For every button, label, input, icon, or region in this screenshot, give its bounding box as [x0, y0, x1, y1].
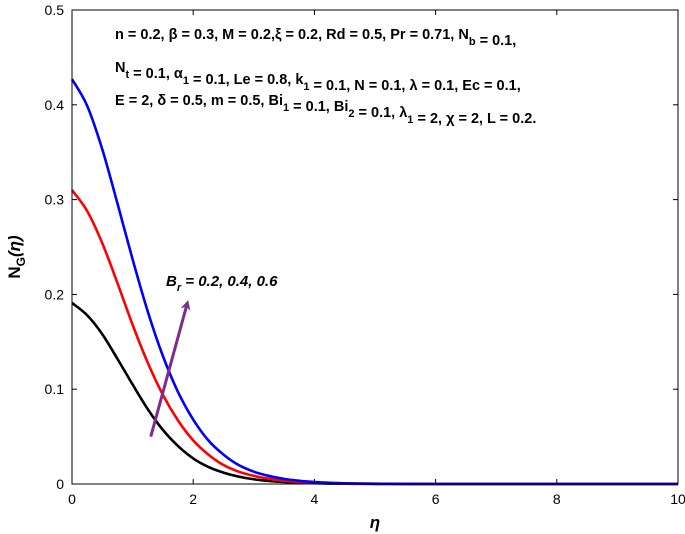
x-tick-label: 6: [432, 491, 440, 507]
series-line-2: [70, 189, 678, 486]
series-curves: [70, 78, 678, 486]
y-tick-label: 0.1: [45, 381, 65, 397]
y-tick-label: 0.3: [45, 192, 65, 208]
y-axis-label: NG(η): [5, 235, 28, 279]
y-label-tail: (η): [5, 235, 24, 257]
axis-ticks: 0 2 4 6 8 10 0 0.1 0.2 0.3 0.4 0.5: [45, 2, 685, 507]
y-tick-label: 0: [56, 476, 64, 492]
parameter-text: n = 0.2, β = 0.3, M = 0.2,ξ = 0.2, Rd = …: [115, 27, 536, 127]
x-tick-label: 4: [311, 491, 319, 507]
x-tick-label: 2: [189, 491, 197, 507]
x-tick-label: 0: [68, 491, 76, 507]
x-tick-label: 8: [553, 491, 561, 507]
parameter-line-1: n = 0.2, β = 0.3, M = 0.2,ξ = 0.2, Rd = …: [115, 27, 516, 49]
annotation-main: B: [166, 273, 177, 290]
parameter-line-2: Nt = 0.1, α1 = 0.1, Le = 0.8, k1 = 0.1, …: [115, 60, 521, 94]
parameter-line-3: E = 2, δ = 0.5, m = 0.5, Bi1 = 0.1, Bi2 …: [115, 93, 536, 127]
trend-annotation: Br = 0.2, 0.4, 0.6: [166, 273, 278, 294]
x-axis-label: η: [370, 513, 380, 532]
y-tick-label: 0.2: [45, 286, 65, 302]
series-line-3: [70, 78, 678, 486]
y-tick-label: 0.5: [45, 2, 65, 18]
trend-arrow: [149, 300, 191, 437]
y-label-main: N: [5, 266, 24, 278]
annotation-sub: r: [177, 282, 182, 294]
y-tick-label: 0.4: [45, 97, 65, 113]
plot-frame: [71, 9, 679, 485]
annotation-tail: = 0.2, 0.4, 0.6: [181, 273, 278, 290]
y-label-sub: G: [14, 257, 28, 266]
x-tick-label: 10: [670, 491, 685, 507]
